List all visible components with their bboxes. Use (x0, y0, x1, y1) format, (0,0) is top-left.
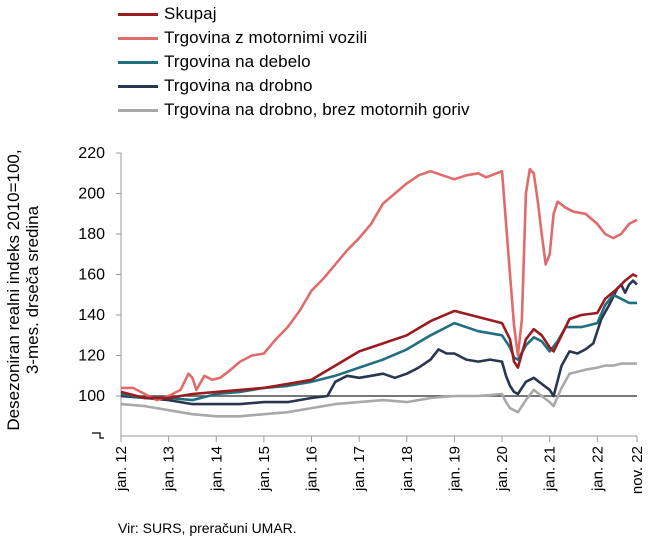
y-axis-ticks: 220 200 180 160 140 120 100 (78, 145, 121, 405)
legend-item: Trgovina na drobno, brez motornih goriv (118, 98, 470, 122)
y-tick-label: 220 (78, 145, 105, 162)
x-tick-label: jan. 15 (256, 446, 273, 492)
series-line-0 (120, 273, 638, 400)
x-tick-label: jan. 17 (351, 446, 368, 492)
series-group (120, 167, 638, 418)
series-line-1 (121, 167, 638, 402)
series-line-3 (120, 279, 638, 406)
y-axis-break-icon (92, 432, 104, 439)
x-tick-label: jan. 16 (304, 446, 321, 492)
legend-label: Skupaj (164, 4, 217, 23)
legend-swatch (118, 36, 158, 40)
series-line-4 (120, 362, 637, 418)
x-tick-label: nov. 22 (629, 446, 646, 494)
legend-item: Trgovina na drobno (118, 74, 470, 98)
legend-item: Trgovina na debelo (118, 50, 470, 74)
x-tick-label: jan. 20 (494, 446, 511, 492)
legend-swatch (118, 60, 158, 64)
y-tick-label: 180 (78, 226, 105, 243)
x-tick-label: jan. 18 (399, 446, 416, 492)
legend-label: Trgovina na debelo (164, 52, 311, 71)
legend-label: Trgovina z motornimi vozili (164, 28, 368, 47)
legend-label: Trgovina na drobno (164, 76, 313, 95)
legend-item: Trgovina z motornimi vozili (118, 26, 470, 50)
legend-swatch (118, 108, 158, 112)
x-tick-label: jan. 13 (161, 446, 178, 492)
x-tick-label: jan. 22 (589, 446, 606, 492)
y-axis-label-line-1: Desezoniran realni indeks 2010=100, (4, 149, 23, 431)
y-tick-label: 100 (78, 388, 105, 405)
series-line-2 (120, 293, 637, 402)
legend: Skupaj Trgovina z motornimi vozili Trgov… (118, 2, 470, 122)
y-axis-label-text: Desezoniran realni indeks 2010=100, 3-me… (4, 140, 42, 440)
legend-swatch (118, 84, 158, 88)
y-tick-label: 120 (78, 348, 105, 365)
legend-label: Trgovina na drobno, brez motornih goriv (164, 100, 470, 119)
y-axis-label-line-2: 3-mes. drseča sredina (23, 205, 42, 375)
y-tick-label: 160 (78, 267, 105, 284)
x-axis-ticks: jan. 12 jan. 13 jan. 14 jan. 15 jan. 16 jan. … (113, 436, 646, 494)
x-tick-label: jan. 14 (208, 446, 225, 492)
y-tick-label: 140 (78, 307, 105, 324)
y-tick-label: 200 (78, 186, 105, 203)
legend-swatch (118, 12, 158, 16)
x-tick-label: jan. 19 (446, 446, 463, 492)
legend-item: Skupaj (118, 2, 470, 26)
source-note: Vir: SURS, preračuni UMAR. (118, 520, 297, 536)
x-tick-label: jan. 21 (542, 446, 559, 492)
x-tick-label: jan. 12 (113, 446, 130, 492)
